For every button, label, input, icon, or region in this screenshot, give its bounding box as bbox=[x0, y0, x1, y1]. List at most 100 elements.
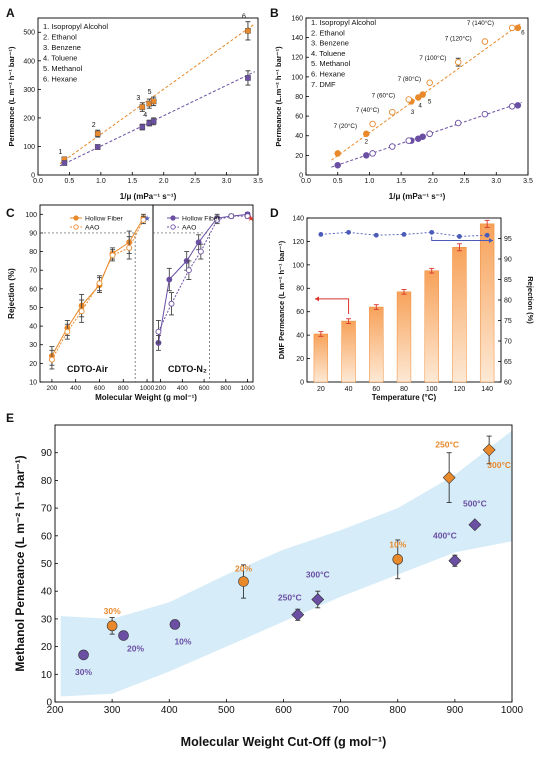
panel-a-point bbox=[245, 75, 251, 81]
panel-c-star-icon: ★ bbox=[143, 214, 150, 223]
panel-b-point bbox=[363, 130, 370, 138]
panel-d-rejection-point bbox=[318, 232, 324, 237]
panel-c-x-tick-label: 400 bbox=[177, 385, 188, 392]
panel-b-point bbox=[508, 24, 516, 32]
panel-e-x-tick-label: 500 bbox=[218, 705, 235, 716]
panel-a-point bbox=[150, 98, 157, 105]
panel-b-x-tick-label: 2.5 bbox=[460, 178, 470, 185]
panel-b-point bbox=[389, 143, 396, 150]
panel-b-point bbox=[454, 58, 462, 66]
panel-b-point bbox=[419, 133, 426, 140]
panel-e-trend-band bbox=[60, 430, 513, 697]
panel-e-point-label: 10% bbox=[389, 539, 406, 549]
panel-a-y-tick-label: 300 bbox=[23, 87, 35, 94]
panel-b-point bbox=[426, 130, 433, 138]
panel-b-point bbox=[369, 150, 376, 157]
panel-b-y-tick-label: 0 bbox=[299, 172, 303, 179]
panel-d-bar bbox=[424, 270, 439, 383]
panel-b-annotation: 7 (60°C) bbox=[372, 91, 396, 99]
panel-b-annotation: 7 (140°C) bbox=[467, 19, 494, 27]
panel-d-y-tick-label: 140 bbox=[292, 215, 304, 222]
panel-c-point bbox=[214, 216, 221, 223]
panel-e-y-tick-label: 10 bbox=[41, 670, 53, 681]
panel-c-point bbox=[168, 300, 175, 307]
panel-d-x-tick-label: 20 bbox=[317, 386, 325, 393]
panel-d-yr-tick-label: 65 bbox=[504, 359, 512, 366]
panel-e-point-label: 20% bbox=[235, 564, 252, 574]
panel-c-legend-entry: AAO bbox=[182, 225, 196, 232]
panel-e-point-label: 300°C bbox=[306, 570, 330, 580]
panel-a-legend-entry: 2. Ethanol bbox=[43, 33, 77, 42]
panel-b-annotation: 7 (40°C) bbox=[356, 106, 380, 114]
panel-b-legend-entry: 4. Toluene bbox=[311, 49, 345, 58]
panel-c-point bbox=[48, 356, 55, 363]
panel-b-y-tick-label: 120 bbox=[291, 55, 303, 62]
panel-e-x-tick-label: 400 bbox=[161, 705, 178, 716]
panel-b-point bbox=[389, 108, 396, 116]
panel-e-x-tick-label: 900 bbox=[447, 705, 464, 716]
panel-c-point bbox=[166, 276, 173, 283]
panel-c-point bbox=[109, 252, 116, 259]
panel-c-membrane-label: CDTO-Air bbox=[67, 364, 108, 374]
panel-d-y-tick-label: 60 bbox=[296, 309, 304, 316]
panel-b-x-tick-label: 0.5 bbox=[333, 178, 343, 185]
panel-c-point bbox=[197, 248, 204, 255]
panel-c-y-tick-label: 100 bbox=[25, 212, 37, 219]
panel-e-y-tick-label: 70 bbox=[41, 504, 53, 515]
panel-a-point bbox=[139, 124, 146, 130]
panel-a-y-tick-label: 200 bbox=[23, 115, 35, 122]
panel-e-y-tick-label: 80 bbox=[41, 476, 53, 487]
panel-d-rejection-point bbox=[401, 232, 407, 237]
panel-d-right-arrow bbox=[431, 236, 493, 242]
panel-b-annotation: 7 (120°C) bbox=[445, 35, 472, 43]
panel-b-point bbox=[405, 96, 413, 103]
panel-d-bar bbox=[313, 333, 329, 383]
panel-c-x-tick-label: 400 bbox=[70, 385, 81, 392]
panel-b-legend-entry: 7. DMF bbox=[311, 80, 336, 89]
panel-a-y-tick-label: 100 bbox=[23, 144, 35, 151]
panel-b-annotation: 5 bbox=[428, 98, 432, 105]
panel-a-x-tick-label: 1.0 bbox=[96, 178, 106, 185]
panel-b-annotation: 4 bbox=[418, 102, 422, 109]
panel-d-y-tick-label: 0 bbox=[300, 379, 304, 386]
panel-d-x-tick-label: 100 bbox=[426, 386, 438, 393]
panel-b-point bbox=[334, 150, 341, 157]
panel-a-point bbox=[150, 118, 157, 125]
panel-d-y-tick-label: 100 bbox=[292, 262, 304, 269]
panel-d-bar bbox=[369, 306, 384, 383]
panel-e-point bbox=[442, 471, 456, 485]
panel-a-x-tick-label: 0.0 bbox=[33, 178, 43, 185]
panel-c-point bbox=[244, 213, 251, 220]
panel-b-y-tick-label: 140 bbox=[291, 35, 303, 42]
panel-c-y-tick-label: 60 bbox=[29, 286, 37, 293]
panel-e-point bbox=[311, 593, 325, 606]
panel-b-ylabel: Permeance (L.m⁻² h⁻¹ bar⁻¹) bbox=[274, 46, 283, 147]
panel-e-y-tick-label: 30 bbox=[41, 614, 53, 625]
panel-d-yr-tick-label: 80 bbox=[504, 297, 512, 304]
panel-d-yr-tick-label: 70 bbox=[504, 338, 512, 345]
panel-c-x-tick-label: 600 bbox=[199, 385, 210, 392]
panel-e-x-tick-label: 800 bbox=[389, 705, 406, 716]
panel-c-point bbox=[140, 216, 147, 223]
panel-c-y-tick-label: 50 bbox=[29, 305, 37, 312]
panel-c-legend-entry: Hollow Fiber bbox=[182, 216, 221, 223]
panel-a-point-label: 6 bbox=[242, 14, 246, 21]
panel-c-y-tick-label: 20 bbox=[29, 361, 37, 368]
panel-b-y-tick-label: 100 bbox=[291, 74, 303, 81]
panel-e-point-label: 300°C bbox=[487, 460, 511, 470]
panel-e-point-label: 250°C bbox=[435, 440, 459, 450]
panel-e-point bbox=[106, 620, 118, 632]
panel-d-left-arrow-head bbox=[315, 296, 319, 302]
panel-c-legend-marker bbox=[170, 224, 176, 230]
panel-e-point bbox=[448, 554, 462, 568]
panel-c-legend-marker bbox=[170, 215, 176, 221]
panel-d-yr-tick-label: 85 bbox=[504, 277, 512, 284]
panel-c-ylabel: Rejection (%) bbox=[7, 268, 16, 319]
panel-d-yr-tick-label: 75 bbox=[504, 318, 512, 325]
panel-a-x-tick-label: 1.5 bbox=[127, 178, 137, 185]
panel-e-point bbox=[392, 554, 404, 565]
panel-b-point bbox=[481, 110, 489, 118]
panel-e-point-label: 400°C bbox=[433, 531, 457, 541]
panel-b-x-tick-label: 0.0 bbox=[301, 178, 311, 185]
